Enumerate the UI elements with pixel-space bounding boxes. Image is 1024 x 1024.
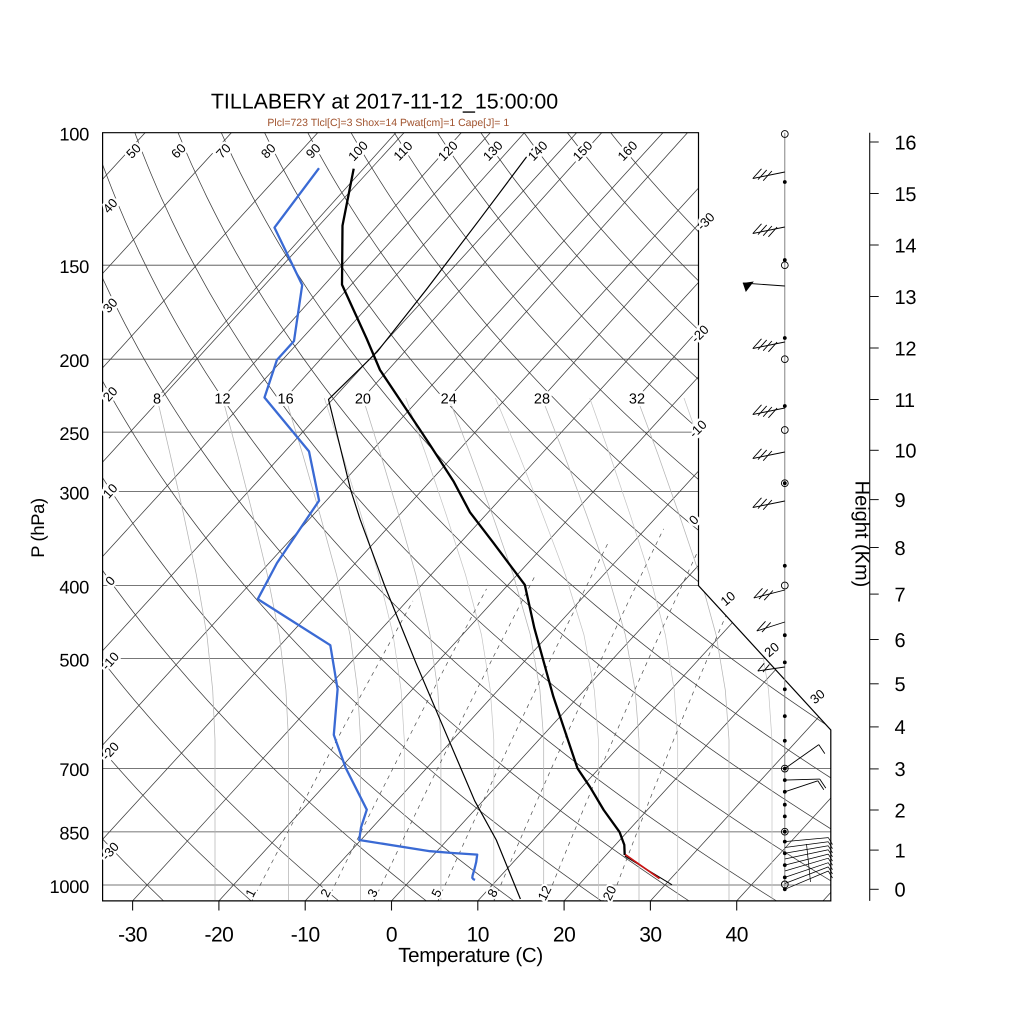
svg-text:20: 20 [355, 392, 371, 408]
svg-text:4: 4 [895, 717, 906, 739]
svg-text:13: 13 [895, 287, 917, 309]
svg-text:Temperature (C): Temperature (C) [398, 944, 543, 967]
svg-text:400: 400 [59, 576, 89, 597]
svg-text:12: 12 [895, 338, 917, 360]
svg-text:200: 200 [59, 350, 89, 371]
svg-text:0: 0 [386, 924, 397, 947]
svg-text:250: 250 [59, 423, 89, 444]
svg-text:9: 9 [895, 490, 906, 512]
svg-text:16: 16 [278, 392, 294, 408]
svg-text:-30: -30 [118, 924, 147, 947]
svg-text:30: 30 [639, 924, 661, 947]
svg-text:Height (Km): Height (Km) [851, 481, 873, 588]
svg-text:1: 1 [895, 840, 906, 862]
svg-text:Plcl=723 Tlcl[C]=3 Shox=14 Pwa: Plcl=723 Tlcl[C]=3 Shox=14 Pwat[cm]=1 Ca… [267, 117, 509, 129]
svg-text:300: 300 [59, 482, 89, 503]
svg-text:11: 11 [895, 390, 915, 412]
svg-text:10: 10 [467, 924, 489, 947]
svg-text:0: 0 [895, 880, 906, 902]
svg-text:12: 12 [214, 392, 230, 408]
svg-text:700: 700 [59, 759, 89, 780]
svg-text:14: 14 [895, 235, 917, 257]
svg-text:8: 8 [895, 538, 906, 560]
svg-text:5: 5 [895, 674, 906, 696]
svg-text:10: 10 [895, 441, 917, 463]
svg-text:40: 40 [726, 924, 748, 947]
svg-text:2: 2 [895, 800, 906, 822]
svg-text:-10: -10 [291, 924, 320, 947]
svg-text:P (hPa): P (hPa) [27, 498, 48, 558]
svg-text:32: 32 [629, 392, 645, 408]
svg-text:-20: -20 [204, 924, 233, 947]
svg-text:150: 150 [59, 256, 89, 277]
svg-text:100: 100 [59, 124, 89, 145]
svg-text:28: 28 [534, 392, 550, 408]
svg-text:20: 20 [553, 924, 575, 947]
svg-text:TILLABERY at 2017-11-12_15:00:: TILLABERY at 2017-11-12_15:00:00 [211, 90, 558, 114]
svg-text:15: 15 [895, 184, 917, 206]
svg-text:1000: 1000 [50, 876, 90, 897]
svg-text:24: 24 [441, 392, 457, 408]
svg-text:8: 8 [153, 392, 161, 408]
svg-text:6: 6 [895, 630, 906, 652]
svg-text:850: 850 [59, 823, 89, 844]
svg-text:3: 3 [895, 759, 906, 781]
svg-text:500: 500 [59, 649, 89, 670]
svg-text:7: 7 [895, 584, 906, 606]
svg-text:16: 16 [895, 132, 917, 154]
